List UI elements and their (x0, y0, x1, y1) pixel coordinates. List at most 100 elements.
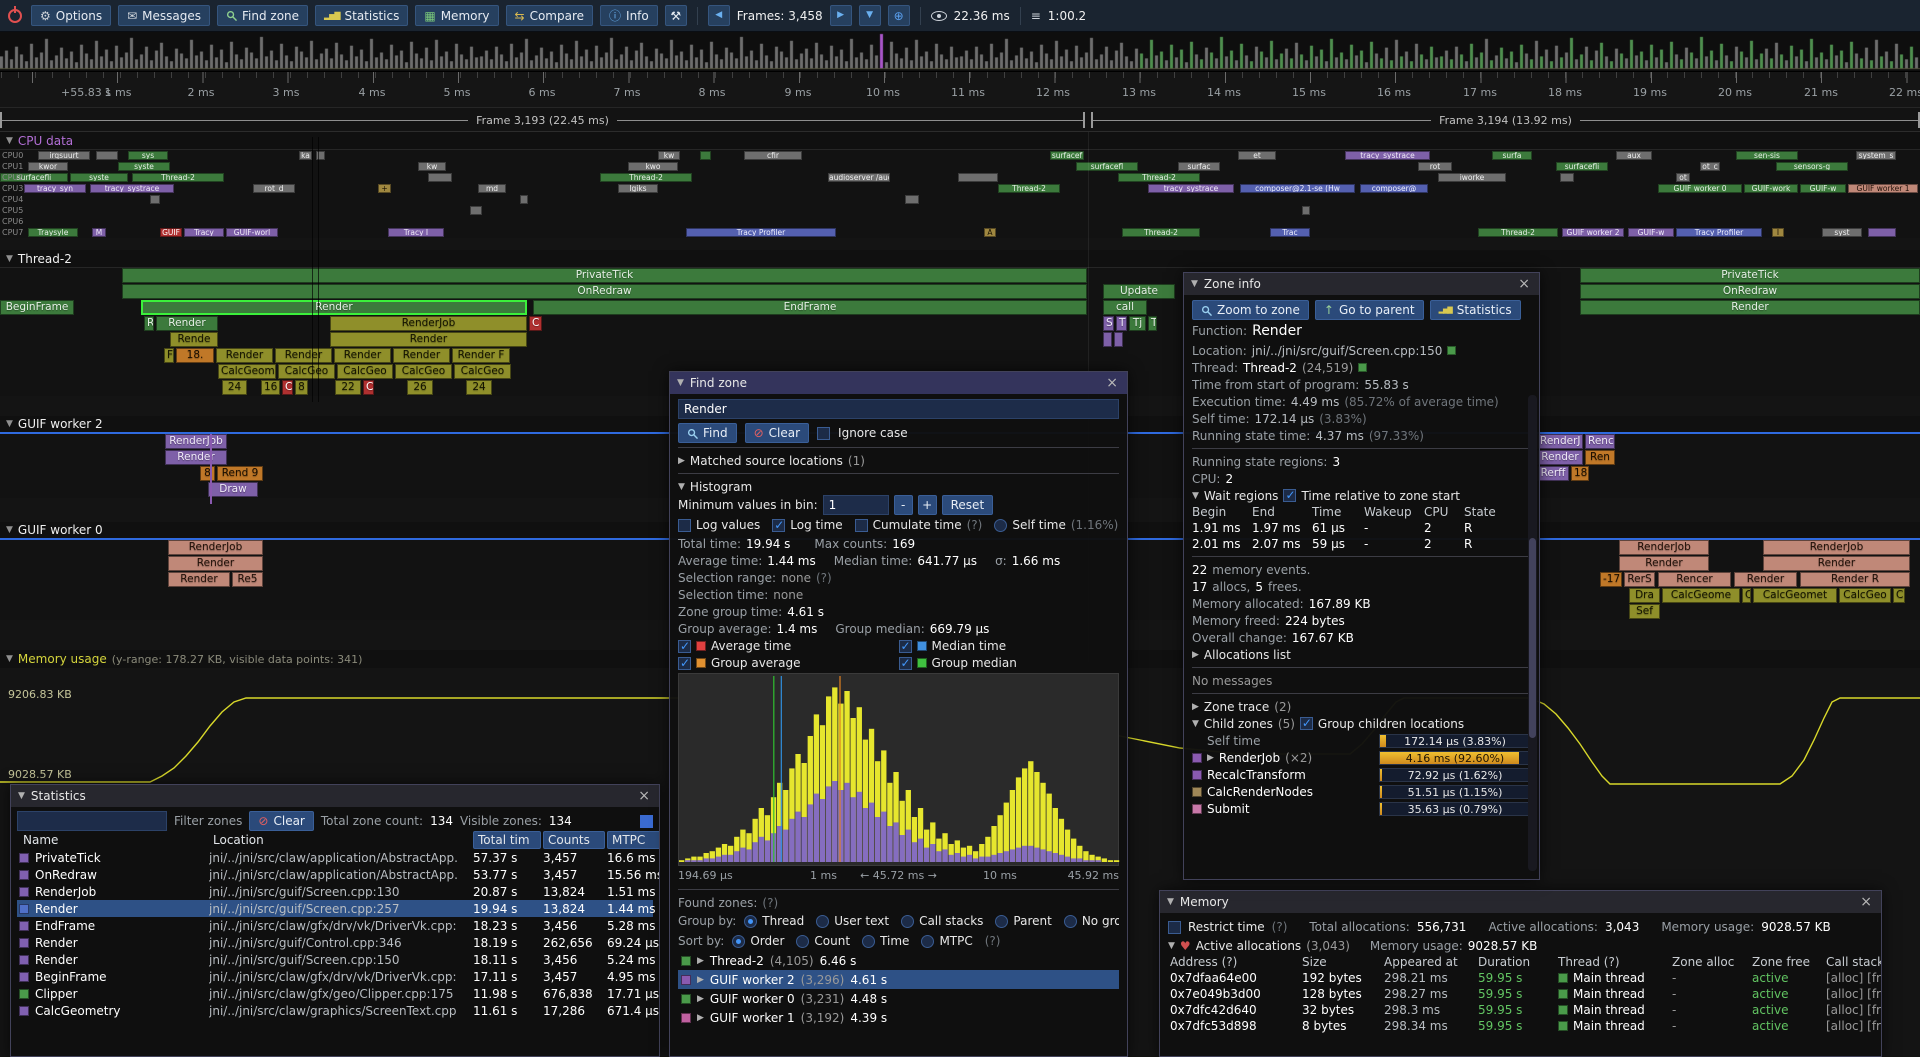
zone[interactable]: Rend 9 (217, 466, 263, 481)
cpu-zone[interactable] (905, 195, 919, 204)
thread-2-header[interactable]: ▼ Thread-2 (0, 250, 1920, 268)
zone[interactable]: C (363, 380, 374, 395)
zone[interactable]: C (1742, 588, 1751, 603)
radio[interactable] (994, 518, 1008, 532)
cpu-zone[interactable] (428, 173, 452, 182)
cpu-zone[interactable]: Trac (1270, 228, 1310, 237)
close-icon[interactable]: × (1860, 894, 1872, 910)
go-to-parent-button[interactable]: ↑ Go to parent (1314, 300, 1424, 320)
column-header-name[interactable]: Name (23, 833, 59, 847)
column-header-thread[interactable]: Thread (?) (1558, 955, 1620, 969)
cpu-zone[interactable] (958, 173, 998, 182)
zone[interactable]: T (1116, 316, 1127, 331)
filter-input[interactable] (17, 811, 167, 831)
zone-info-titlebar[interactable]: ▼ Zone info × (1184, 273, 1539, 295)
wait-table-header-cell[interactable]: State (1464, 505, 1496, 519)
zone[interactable]: CalcGeome (218, 364, 276, 379)
cpu-zone[interactable]: ot_c (1700, 162, 1720, 171)
child-zone-row[interactable]: Self time 172.14 µs (3.83%) (1192, 732, 1531, 749)
zone[interactable]: Render (165, 450, 227, 465)
cpu-zone[interactable]: surfa (1492, 151, 1532, 160)
zone[interactable]: RerS (1624, 572, 1655, 587)
zone[interactable]: 26 (407, 380, 433, 395)
checkbox[interactable] (678, 656, 691, 670)
zone[interactable]: Render (168, 556, 263, 571)
legend-item[interactable]: Median time (898, 639, 1108, 653)
cpu-zone[interactable]: Thread-2 (1478, 228, 1558, 237)
option-cumulate-time[interactable]: Cumulate time (?) (854, 518, 982, 532)
close-icon[interactable]: × (1518, 276, 1530, 292)
min-bin-input[interactable] (822, 495, 889, 515)
histogram-header[interactable]: ▼ Histogram (678, 479, 753, 494)
cpu-zone[interactable]: rot_d (253, 184, 295, 193)
collapse-icon[interactable]: ▼ (6, 253, 13, 264)
radio[interactable] (921, 934, 935, 948)
radio[interactable] (744, 914, 758, 928)
wait-table-header-cell[interactable]: End (1252, 505, 1275, 519)
zone[interactable]: RenderJob (168, 540, 263, 555)
zone[interactable]: BeginFrame (0, 300, 74, 315)
zone[interactable]: C (282, 380, 293, 395)
group-children-checkbox[interactable] (1299, 716, 1313, 730)
histogram-plot[interactable] (678, 673, 1120, 866)
legend-item[interactable]: Average time (678, 639, 887, 653)
collapse-icon[interactable]: ▼ (1192, 718, 1199, 729)
cpu-zone[interactable]: sys (128, 151, 168, 160)
cpu-zone[interactable]: kwo (628, 162, 678, 171)
statistics-row[interactable]: Clipper jni/../jni/src/claw/gfx/geo/Clipp… (17, 985, 659, 1002)
cpu-zone[interactable] (470, 206, 482, 215)
cpu-zone[interactable]: surfacefli (1556, 162, 1608, 171)
cpu-zone[interactable]: GUIF-w (1628, 228, 1674, 237)
zone-group-row[interactable]: ▶ GUIF worker 1 (3,192) 4.39 s (678, 1008, 1119, 1027)
cpu-zone[interactable]: Thread-2 (1118, 173, 1200, 182)
cpu-zone[interactable]: GUIF worker 2 (1562, 228, 1624, 237)
zone[interactable]: T (1148, 316, 1157, 331)
scrollbar[interactable] (1528, 395, 1537, 871)
cpu-zone[interactable]: tracy_systrace (1345, 151, 1430, 160)
child-zone-row[interactable]: ▶ RenderJob (×2) 4.16 ms (92.60%) (1192, 749, 1531, 766)
column-header-duration[interactable]: Duration (1478, 955, 1531, 969)
zone[interactable]: RenderJob (1763, 540, 1910, 555)
ignore-case-checkbox[interactable] (817, 426, 831, 440)
cpu-zone[interactable]: GUIF-work (1744, 184, 1798, 193)
column-header-zone-alloc[interactable]: Zone alloc (1672, 955, 1735, 969)
cpu-zone[interactable]: syst (1822, 228, 1862, 237)
zone[interactable]: CalcGeo (1839, 588, 1891, 603)
next-frame-button[interactable]: ▶ (829, 5, 852, 26)
cpu-zone[interactable]: surfac (1178, 162, 1220, 171)
search-input[interactable] (678, 399, 1119, 419)
zone[interactable]: -17 (1600, 572, 1622, 587)
frame-markers-row[interactable]: Frame 3,193 (22.45 ms) Frame 3,194 (13.92… (0, 108, 1920, 132)
cpu-zone[interactable]: tracy_syn (24, 184, 86, 193)
decrement-button[interactable]: - (893, 495, 913, 515)
checkbox[interactable] (898, 656, 912, 670)
child-zone-row[interactable]: CalcRenderNodes 51.51 µs (1.15%) (1192, 783, 1531, 800)
zone[interactable]: RenderJ (1537, 434, 1583, 449)
cpu-zone[interactable]: lgiks (618, 184, 658, 193)
zone[interactable]: Render (393, 348, 450, 363)
tools-button[interactable]: ⚒ (664, 5, 687, 26)
radio[interactable] (796, 934, 810, 948)
power-icon[interactable] (8, 8, 22, 23)
zone[interactable]: Render (275, 348, 332, 363)
cpu-zone[interactable] (1302, 206, 1310, 215)
collapse-icon[interactable]: ▼ (1192, 490, 1199, 501)
zone[interactable]: F (164, 348, 174, 363)
options-square-button[interactable] (640, 814, 653, 828)
zone[interactable]: Render (1580, 300, 1920, 315)
zone[interactable]: Render F (452, 348, 510, 363)
zone[interactable]: C (529, 316, 542, 331)
radio[interactable] (901, 914, 915, 928)
collapse-icon[interactable]: ▼ (18, 791, 25, 801)
radio[interactable] (1063, 914, 1077, 928)
column-header-zone-free[interactable]: Zone free (1752, 955, 1811, 969)
expand-icon[interactable]: ▶ (1192, 701, 1199, 712)
cpu-zone[interactable]: + (378, 184, 391, 193)
wait-region-row[interactable]: 1.91 ms 1.97 ms 61 µs - 2 R (1192, 520, 1531, 536)
compare-button[interactable]: ⇆ Compare (505, 5, 594, 26)
find-button[interactable]: Find (678, 423, 737, 443)
cpu-zone[interactable]: GUIF worker 1 (1848, 184, 1918, 193)
zone[interactable] (1103, 332, 1112, 347)
zone[interactable]: CalcGeomet (1753, 588, 1837, 603)
cpu-zone[interactable] (1868, 228, 1896, 237)
